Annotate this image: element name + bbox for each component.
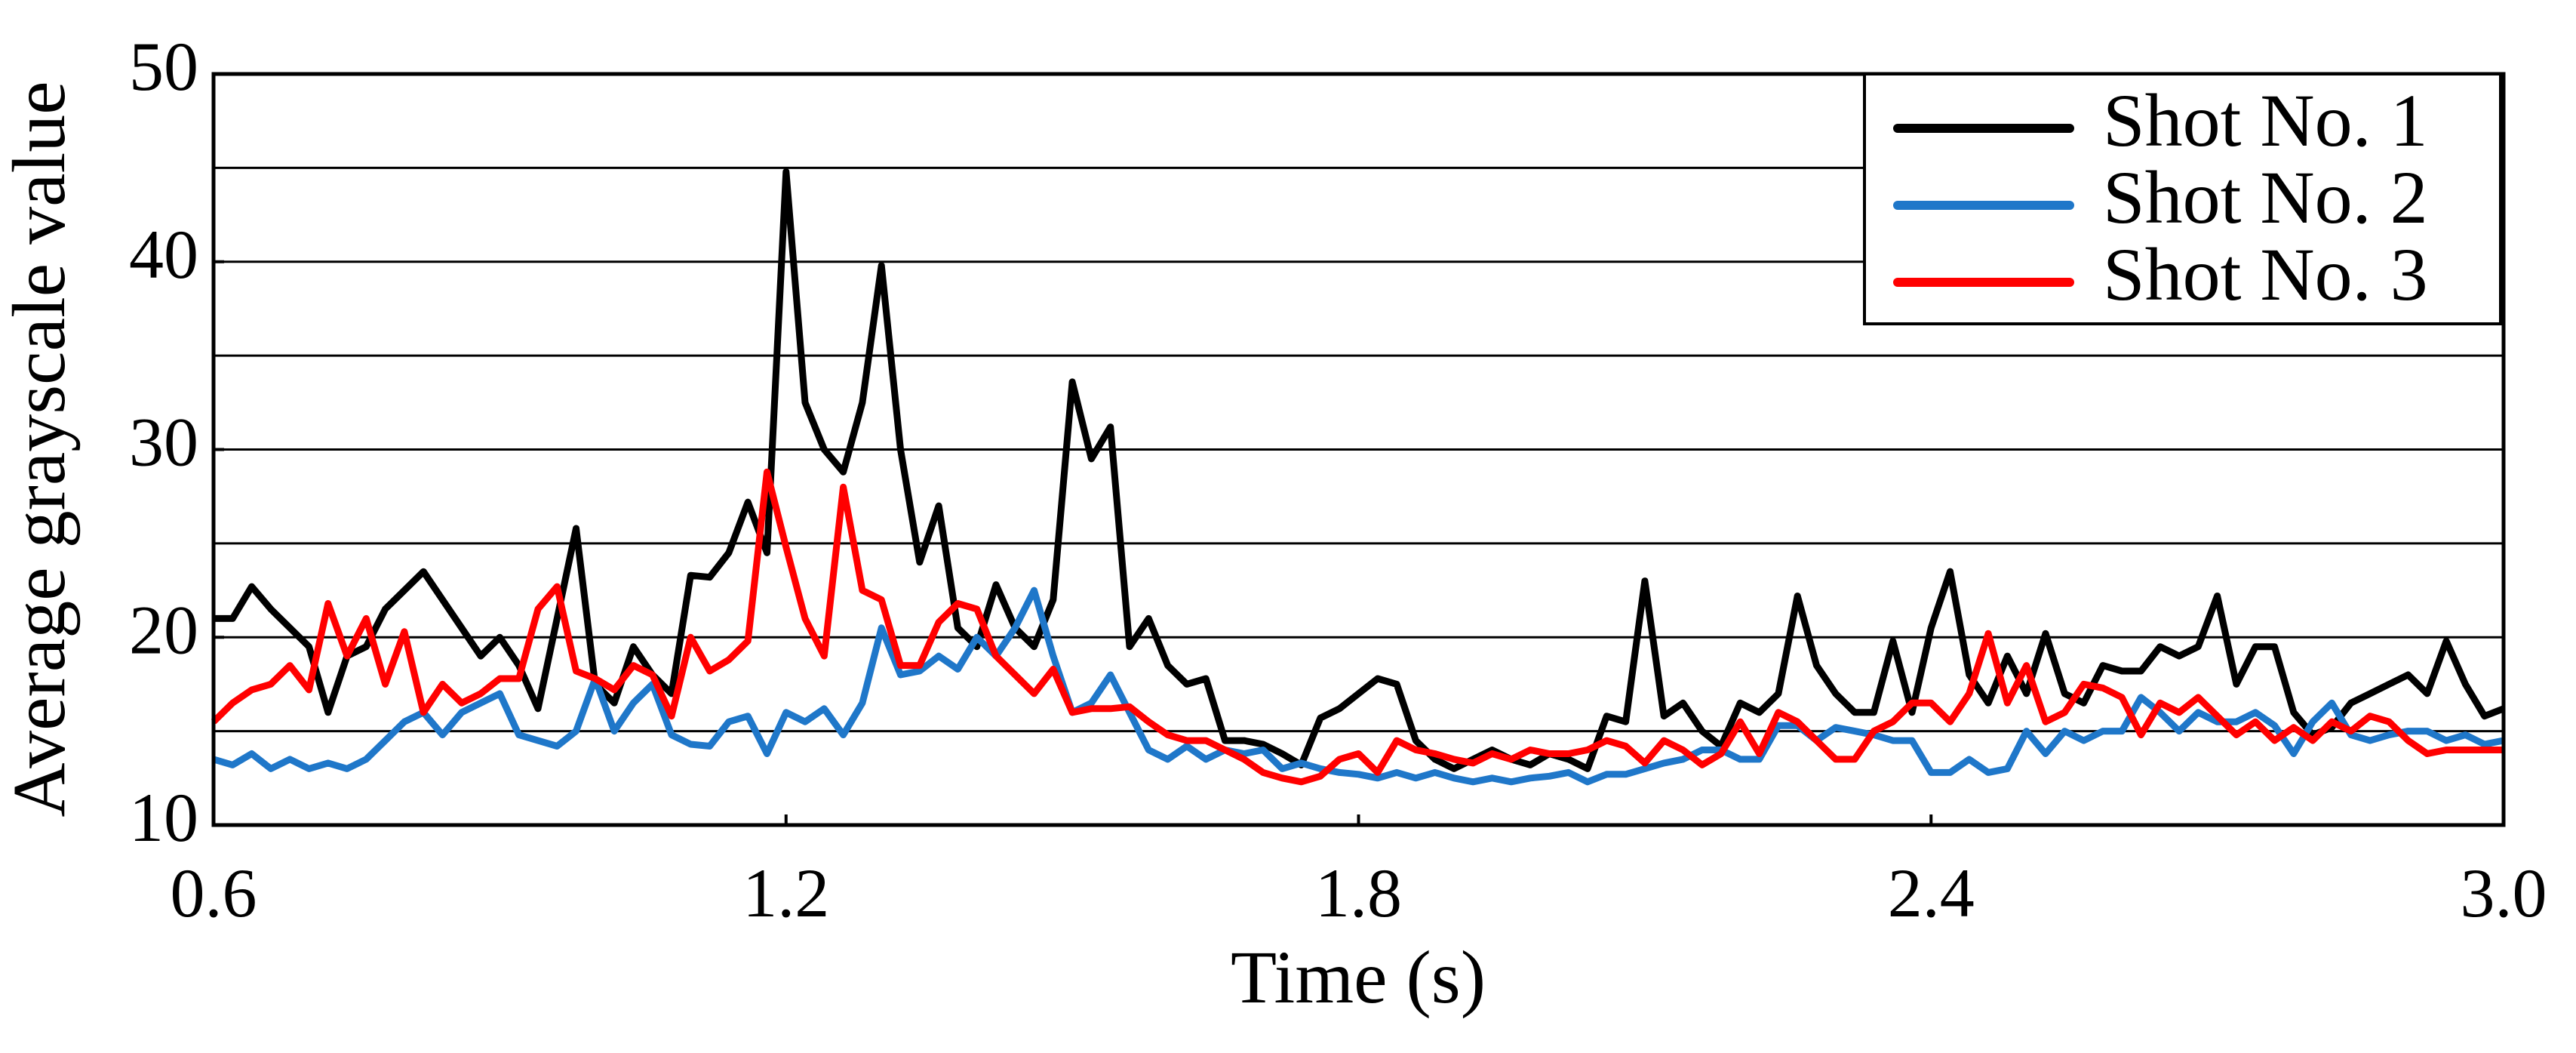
plot-frame [211,72,2506,827]
legend-label: Shot No. 2 [2103,155,2428,239]
x-tick-label: 1.2 [742,854,829,931]
x-tick-label: 1.8 [1315,854,1402,931]
x-tick-label: 2.4 [1888,854,1975,931]
legend-label: Shot No. 1 [2103,79,2428,162]
series-line [211,468,2504,786]
y-tick-label: 40 [129,216,198,293]
x-tick-label: 3.0 [2461,854,2547,931]
legend-box [1863,72,2502,325]
y-tick-label: 20 [129,591,198,668]
y-axis-label: Average grayscale value [0,81,81,817]
x-axis-label: Time (s) [1231,935,1486,1019]
legend-label: Shot No. 3 [2103,232,2428,316]
x-tick-label: 0.6 [171,854,257,931]
y-tick-label: 50 [129,28,198,105]
y-tick-label: 30 [129,404,198,481]
y-tick-label: 10 [129,779,198,856]
